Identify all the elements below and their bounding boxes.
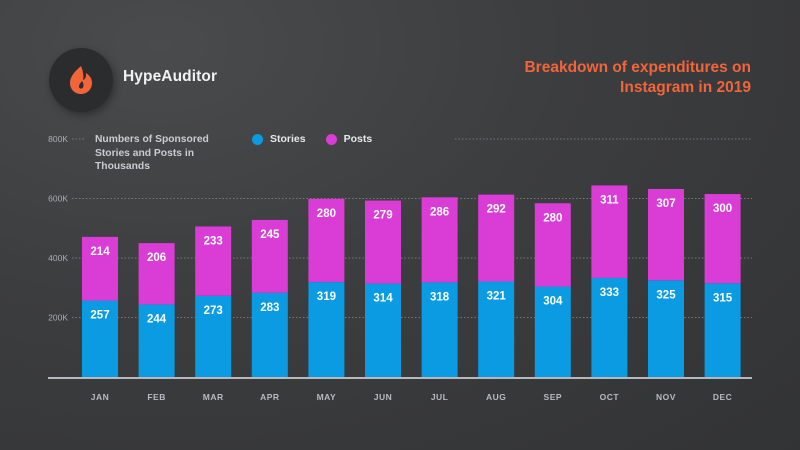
x-tick-label: MAY (317, 392, 337, 402)
bar-posts (82, 236, 118, 301)
y-tick-label: 400K (48, 253, 68, 263)
x-tick-label: OCT (600, 392, 620, 402)
data-label-stories: 319 (317, 291, 336, 303)
bar-posts (365, 200, 401, 284)
data-label-stories: 321 (487, 291, 507, 303)
brand-name: HypeAuditor (123, 68, 218, 85)
x-tick-label: SEP (544, 392, 563, 402)
data-label-posts: 300 (713, 203, 732, 215)
brand-logo (49, 48, 113, 112)
legend-label-stories: Stories (270, 133, 306, 145)
bar-stories (138, 304, 175, 377)
data-label-stories: 273 (204, 305, 223, 317)
chart-title: Breakdown of expenditures on Instagram i… (524, 58, 751, 98)
bar-posts (195, 226, 232, 296)
data-label-stories: 257 (90, 310, 109, 322)
x-tick-label: AUG (486, 392, 506, 402)
bar-stories (308, 282, 345, 377)
data-label-posts: 292 (487, 204, 506, 216)
bar-posts (421, 197, 458, 283)
data-label-posts: 280 (317, 208, 336, 220)
bar-stories (421, 282, 458, 377)
legend-swatch-stories (252, 133, 263, 145)
data-label-posts: 245 (260, 229, 280, 241)
x-tick-label: FEB (147, 392, 166, 402)
y-tick-label: 600K (48, 194, 68, 204)
legend: Stories Posts (252, 133, 372, 145)
y-tick-label: 800K (48, 134, 68, 144)
chart-title-line-1: Breakdown of expenditures on (524, 59, 751, 76)
bar-stories (195, 295, 232, 377)
legend-swatch-posts (325, 133, 337, 145)
data-label-posts: 286 (430, 206, 449, 218)
bar-posts (251, 219, 288, 293)
x-tick-label: APR (260, 392, 279, 402)
bar-posts (308, 198, 345, 283)
bar-stories (251, 292, 288, 377)
chart-subtitle: Numbers of Sponsored Stories and Posts i… (95, 134, 209, 172)
data-label-stories: 244 (147, 313, 167, 325)
legend-label-posts: Posts (343, 133, 373, 145)
data-label-stories: 325 (656, 289, 676, 301)
x-tick-label: DEC (713, 392, 732, 402)
bar-stories (648, 280, 684, 377)
bar-stories (704, 283, 741, 377)
data-label-posts: 233 (204, 235, 223, 247)
bar-posts (648, 188, 684, 281)
bar-stories (478, 281, 515, 377)
data-label-stories: 314 (373, 293, 393, 305)
chart-title-line-2: Instagram in 2019 (620, 79, 751, 96)
data-label-stories: 315 (713, 292, 733, 304)
x-tick-label: JUN (374, 392, 393, 402)
bar-stories (534, 286, 571, 377)
x-tick-label: JAN (91, 392, 110, 402)
data-label-posts: 214 (90, 246, 110, 258)
bar-posts (591, 185, 628, 278)
data-label-posts: 280 (543, 212, 562, 224)
data-label-stories: 318 (430, 291, 450, 303)
data-label-posts: 311 (600, 194, 619, 206)
x-tick-label: JUL (431, 392, 449, 402)
data-label-posts: 206 (147, 252, 166, 264)
x-tick-label: MAR (203, 392, 224, 402)
data-label-stories: 333 (600, 287, 619, 299)
bar-posts (138, 243, 175, 305)
data-label-stories: 304 (543, 296, 563, 308)
y-tick-label: 200K (48, 313, 68, 323)
data-label-posts: 307 (656, 198, 675, 210)
bar-stories (82, 300, 118, 377)
data-label-posts: 279 (373, 210, 392, 222)
bar-stories (365, 283, 401, 377)
x-tick-label: NOV (656, 392, 676, 402)
bar-stories (591, 277, 628, 377)
legend-item-stories: Stories (252, 133, 306, 145)
data-label-stories: 283 (260, 302, 279, 314)
bar-posts (704, 194, 741, 284)
legend-item-posts: Posts (325, 133, 373, 145)
bar-posts (478, 194, 515, 282)
bar-posts (534, 203, 571, 287)
flame-icon (70, 66, 92, 94)
